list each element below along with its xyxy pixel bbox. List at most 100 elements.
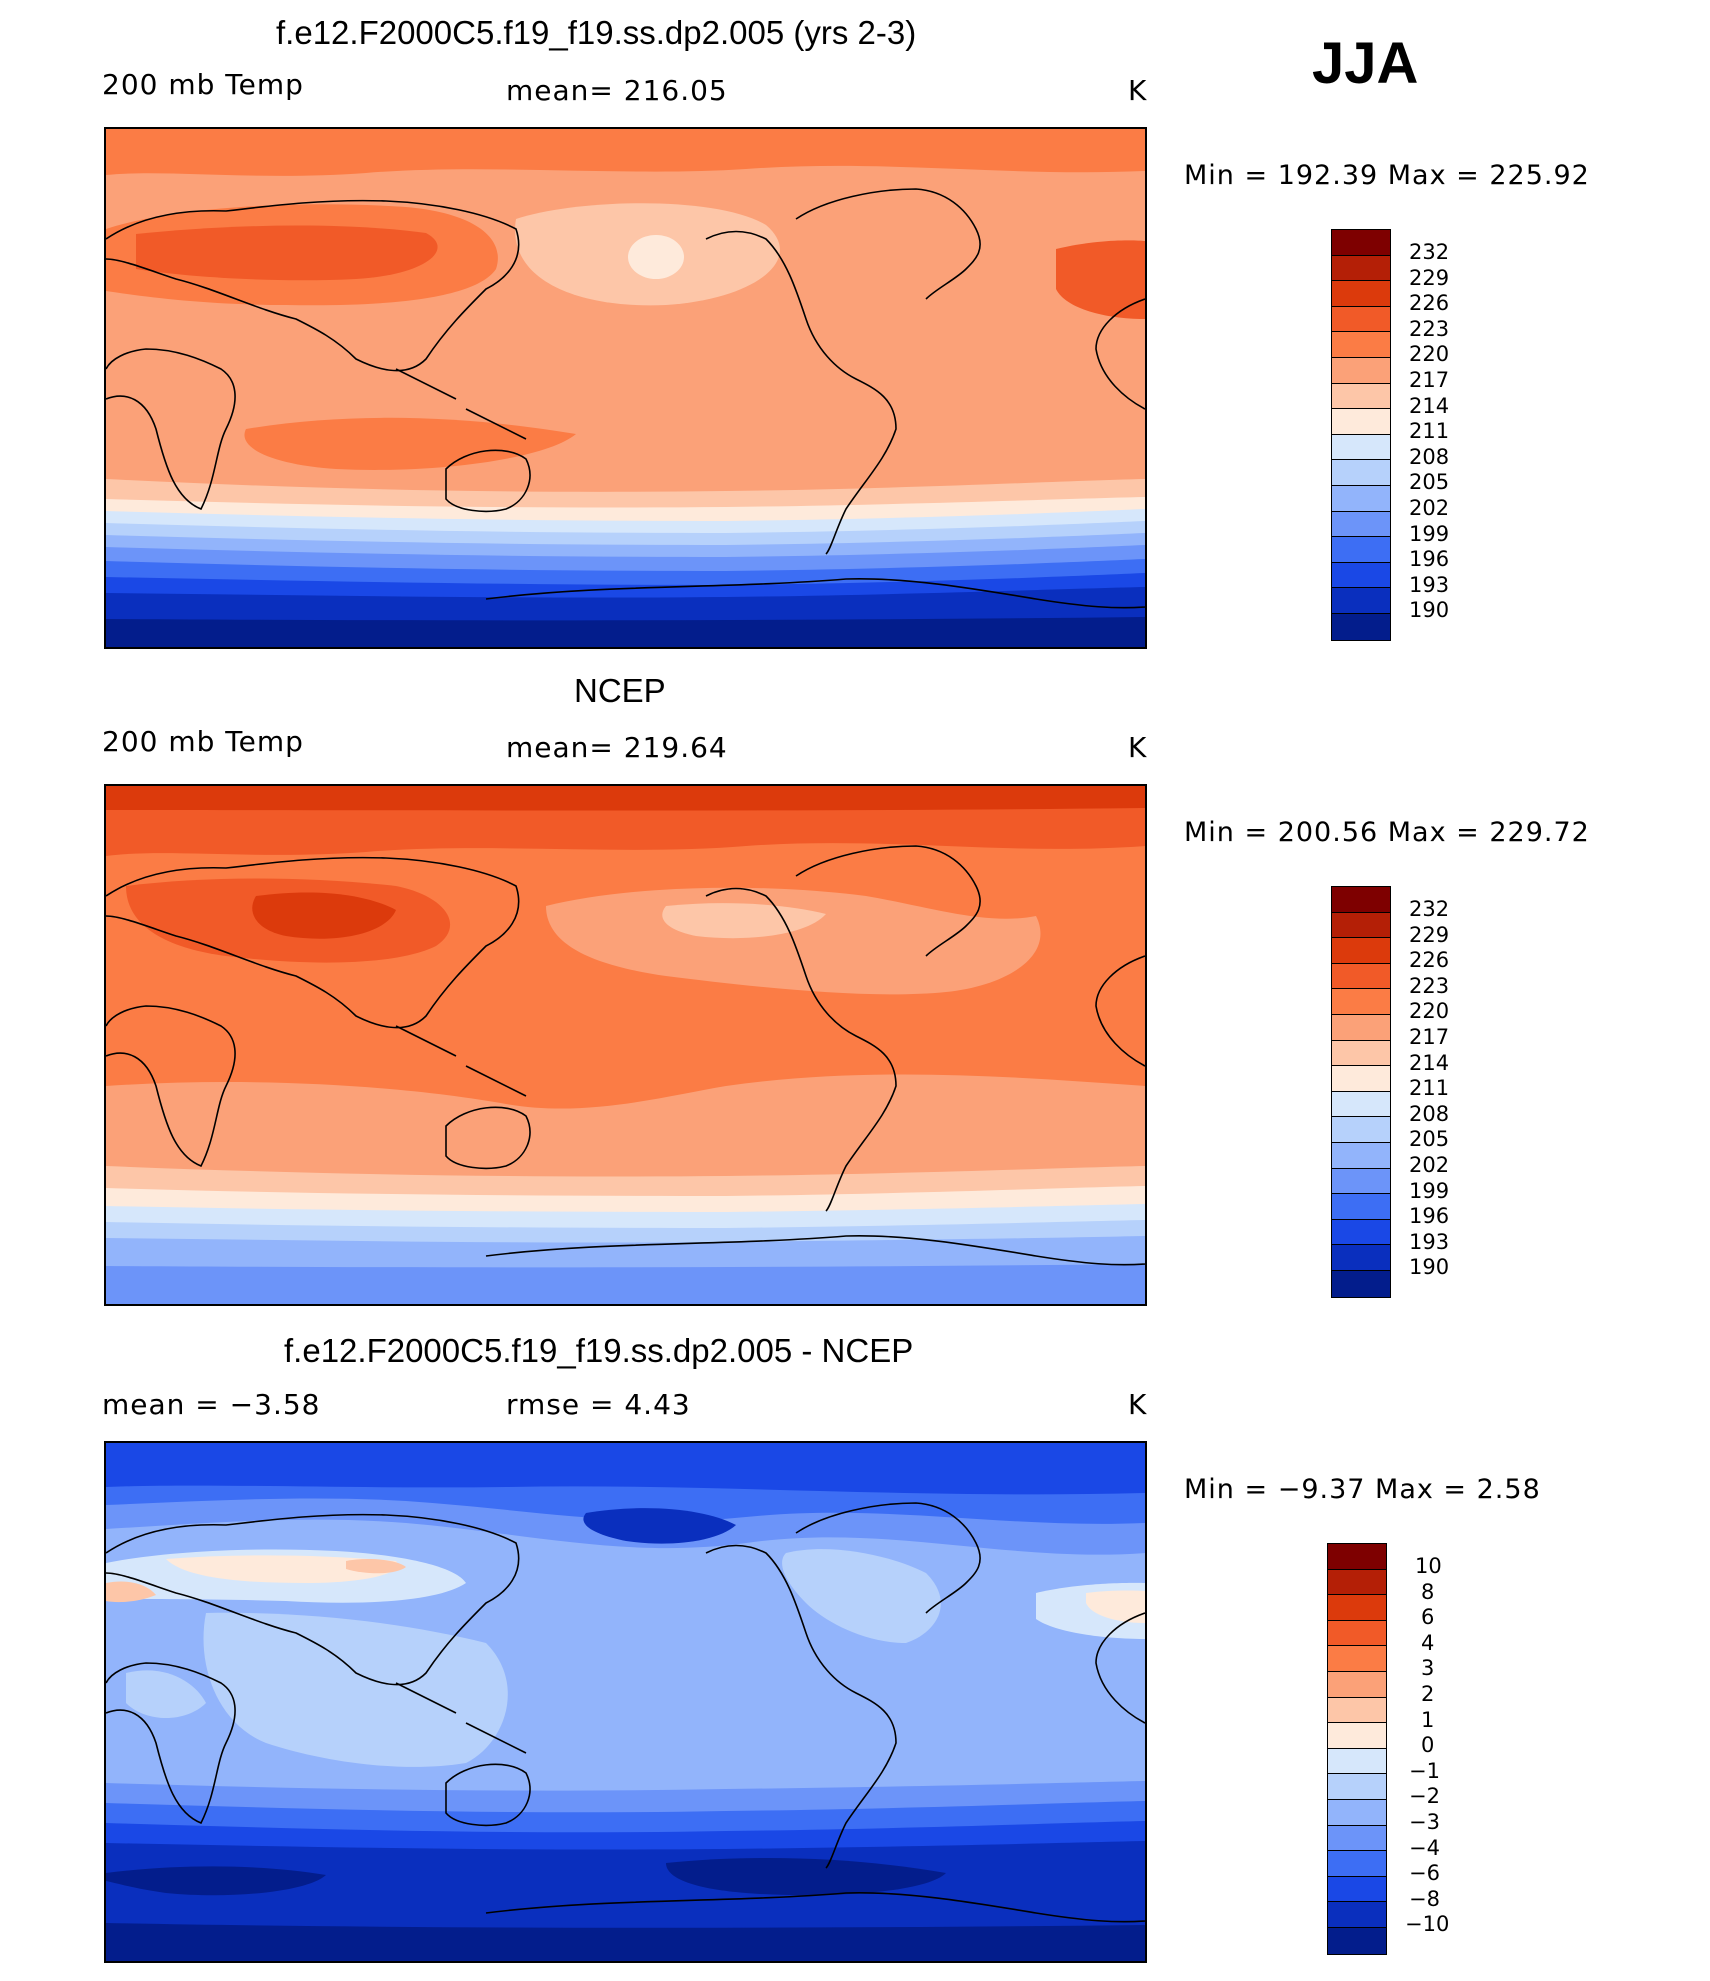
- colorbar-cell: [1332, 1270, 1390, 1297]
- colorbar-cell: [1332, 1245, 1390, 1271]
- colorbar-cell: [1332, 613, 1390, 640]
- colorbar-tick-label: 2: [1421, 1682, 1435, 1706]
- panel-3-colorbar: [1327, 1543, 1387, 1955]
- colorbar-tick-label: 205: [1409, 1127, 1450, 1152]
- colorbar-cell: [1332, 989, 1390, 1015]
- colorbar-cell: [1332, 1219, 1390, 1246]
- colorbar-tick-label: 199: [1409, 521, 1450, 546]
- colorbar-cell: [1328, 1671, 1386, 1698]
- panel-1-coastlines: [106, 188, 1145, 609]
- panel-1-mean-label: mean= 216.05: [506, 74, 728, 107]
- colorbar-cell: [1332, 357, 1390, 384]
- panel-2-mean-label: mean= 219.64: [506, 731, 728, 764]
- colorbar-tick-label: 220: [1409, 342, 1450, 367]
- colorbar-tick-label: −3: [1409, 1810, 1440, 1834]
- colorbar-tick-label: 208: [1409, 444, 1450, 469]
- colorbar-tick-label: 229: [1409, 922, 1450, 947]
- colorbar-cell: [1332, 1142, 1390, 1169]
- colorbar-cell: [1332, 281, 1390, 307]
- panel-1-title: f.e12.F2000C5.f19_f19.ss.dp2.005 (yrs 2-…: [276, 14, 917, 51]
- colorbar-cell: [1328, 1620, 1386, 1647]
- colorbar-tick-label: 190: [1409, 598, 1450, 623]
- colorbar-tick-label: 208: [1409, 1101, 1450, 1126]
- colorbar-tick-label: −6: [1409, 1861, 1440, 1886]
- panel-1-minmax: Min = 192.39 Max = 225.92: [1184, 160, 1590, 191]
- panel-2-variable-label: 200 mb Temp: [102, 725, 304, 758]
- panel-1-units-label: K: [1128, 74, 1148, 107]
- colorbar-cell: [1332, 938, 1390, 964]
- panel-3-mean-label: mean = −3.58: [102, 1388, 321, 1421]
- colorbar-cell: [1332, 460, 1390, 486]
- colorbar-cell: [1332, 409, 1390, 435]
- colorbar-tick-label: −1: [1409, 1758, 1440, 1783]
- colorbar-tick-label: 205: [1409, 470, 1450, 495]
- colorbar-tick-label: −10: [1405, 1912, 1450, 1937]
- panel-1-contour-field: [106, 129, 1145, 647]
- colorbar-tick-label: 223: [1409, 973, 1450, 998]
- panel-2-units-label: K: [1128, 731, 1148, 764]
- colorbar-tick-label: 8: [1421, 1579, 1435, 1604]
- colorbar-cell: [1332, 306, 1390, 333]
- colorbar-cell: [1332, 383, 1390, 410]
- colorbar-cell: [1328, 1825, 1386, 1852]
- colorbar-tick-label: 193: [1409, 1229, 1450, 1254]
- colorbar-tick-label: −8: [1409, 1886, 1440, 1911]
- panel-1-variable-label: 200 mb Temp: [102, 68, 304, 101]
- panel-3-map: [104, 1441, 1147, 1963]
- colorbar-cell: [1328, 1748, 1386, 1775]
- colorbar-cell: [1332, 255, 1390, 282]
- panel-3-minmax: Min = −9.37 Max = 2.58: [1184, 1474, 1541, 1505]
- colorbar-cell: [1328, 1774, 1386, 1800]
- colorbar-cell: [1332, 537, 1390, 563]
- panel-2-colorbar: [1331, 886, 1391, 1298]
- colorbar-tick-label: 232: [1409, 240, 1450, 264]
- colorbar-tick-label: 196: [1409, 1204, 1450, 1229]
- colorbar-tick-label: 232: [1409, 897, 1450, 921]
- colorbar-tick-label: 211: [1409, 1076, 1450, 1101]
- colorbar-tick-label: 3: [1421, 1656, 1435, 1681]
- colorbar-tick-label: 226: [1409, 948, 1450, 973]
- colorbar-cell: [1332, 1117, 1390, 1143]
- colorbar-cell: [1328, 1799, 1386, 1826]
- colorbar-cell: [1332, 1040, 1390, 1067]
- colorbar-tick-label: −2: [1409, 1784, 1440, 1809]
- panel-3-title: f.e12.F2000C5.f19_f19.ss.dp2.005 - NCEP: [284, 1332, 914, 1369]
- colorbar-cell: [1332, 1014, 1390, 1041]
- colorbar-cell: [1332, 588, 1390, 614]
- colorbar-cell: [1332, 230, 1390, 256]
- colorbar-cell: [1332, 485, 1390, 512]
- panel-2-minmax: Min = 200.56 Max = 229.72: [1184, 817, 1590, 848]
- colorbar-tick-label: 190: [1409, 1255, 1450, 1280]
- colorbar-cell: [1328, 1697, 1386, 1724]
- colorbar-cell: [1332, 1168, 1390, 1195]
- panel-3-coastlines: [106, 1502, 1145, 1923]
- colorbar-cell: [1332, 332, 1390, 358]
- colorbar-tick-label: 1: [1421, 1707, 1435, 1732]
- colorbar-cell: [1332, 1091, 1390, 1118]
- colorbar-cell: [1332, 912, 1390, 939]
- colorbar-cell: [1328, 1646, 1386, 1672]
- season-label: JJA: [1312, 31, 1419, 96]
- colorbar-cell: [1332, 1194, 1390, 1220]
- colorbar-tick-label: 214: [1409, 1050, 1450, 1075]
- colorbar-tick-label: 196: [1409, 547, 1450, 572]
- colorbar-cell: [1328, 1544, 1386, 1570]
- panel-2-coastlines: [106, 845, 1145, 1266]
- colorbar-tick-label: 211: [1409, 419, 1450, 444]
- colorbar-tick-label: 214: [1409, 393, 1450, 418]
- colorbar-tick-label: 199: [1409, 1178, 1450, 1203]
- panel-3-rmse-label: rmse = 4.43: [506, 1388, 691, 1421]
- colorbar-tick-label: 202: [1409, 1153, 1450, 1177]
- colorbar-cell: [1328, 1851, 1386, 1877]
- colorbar-tick-label: 223: [1409, 316, 1450, 341]
- panel-2-contour-field: [106, 786, 1145, 1304]
- colorbar-cell: [1332, 1066, 1390, 1092]
- panel-1-map: [104, 127, 1147, 649]
- colorbar-cell: [1328, 1902, 1386, 1928]
- colorbar-tick-label: 193: [1409, 572, 1450, 597]
- panel-3-units-label: K: [1128, 1388, 1148, 1421]
- panel-2-title: NCEP: [574, 672, 666, 709]
- panel-2-map: [104, 784, 1147, 1306]
- colorbar-cell: [1332, 887, 1390, 913]
- colorbar-cell: [1332, 562, 1390, 589]
